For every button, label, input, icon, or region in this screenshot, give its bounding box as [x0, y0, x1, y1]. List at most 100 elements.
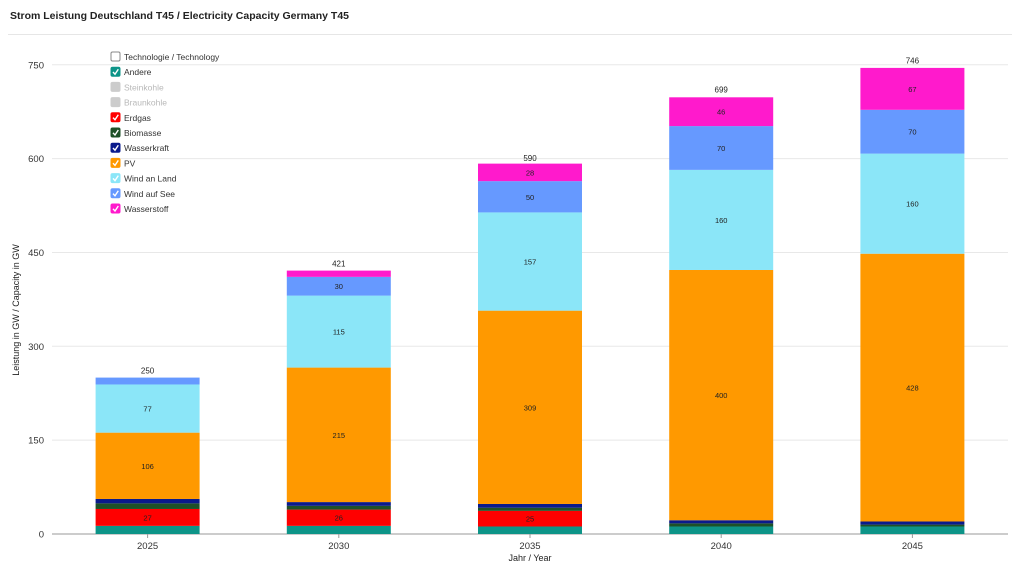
- legend-header[interactable]: Technologie / Technology: [110, 51, 220, 62]
- legend-item-biomasse[interactable]: Biomasse: [110, 127, 162, 138]
- bar-segment-andere[interactable]: [95, 525, 200, 534]
- bar-segment-biomasse[interactable]: [860, 524, 965, 527]
- y-tick-label: 450: [28, 248, 44, 259]
- bar-segment-wind-an-land[interactable]: [286, 295, 391, 368]
- bar-segment-erdgas[interactable]: [95, 508, 200, 526]
- legend-checkbox[interactable]: [110, 188, 121, 199]
- legend-label: Technologie / Technology: [124, 52, 220, 62]
- bar-segment-pv[interactable]: [669, 269, 774, 521]
- y-tick-label: 300: [28, 342, 44, 353]
- legend-checkbox[interactable]: [110, 203, 121, 214]
- bar-segment-wind-an-land[interactable]: [669, 169, 774, 270]
- legend-item-wind-auf-see[interactable]: Wind auf See: [110, 188, 175, 199]
- y-axis-title: Leistung in GW / Capacity in GW: [11, 244, 21, 376]
- bars: 27 106 77 250 26 215 115 30 421 25 309 157 50 28 590 40…: [95, 56, 965, 534]
- bar-segment-erdgas[interactable]: [478, 510, 582, 527]
- bar-segment-pv[interactable]: [95, 432, 200, 499]
- legend-checkbox[interactable]: [110, 97, 121, 108]
- bar-stack-2030: 26 215 115 30 421: [286, 260, 391, 534]
- check-icon: [112, 190, 119, 197]
- legend-checkbox[interactable]: [110, 173, 121, 184]
- bar-stack-2035: 25 309 157 50 28 590: [478, 154, 582, 534]
- legend-item-braunkohle[interactable]: Braunkohle: [110, 97, 167, 108]
- legend: Technologie / Technology Andere Steinkohle…: [110, 51, 220, 214]
- x-tick-label: 2025: [137, 541, 158, 552]
- legend-checkbox[interactable]: [110, 112, 121, 123]
- bar-segment-wind-auf-see[interactable]: [860, 109, 965, 154]
- legend-item-steinkohle[interactable]: Steinkohle: [110, 81, 164, 92]
- legend-checkbox[interactable]: [110, 81, 121, 92]
- legend-checkbox[interactable]: [110, 157, 121, 168]
- check-icon: [112, 205, 119, 213]
- title-divider: [8, 34, 1012, 35]
- bar-segment-wind-an-land[interactable]: [95, 384, 200, 433]
- legend-item-wind-an-land[interactable]: Wind an Land: [110, 173, 177, 184]
- bar-segment-wasserkraft[interactable]: [860, 521, 965, 525]
- bar-segment-biomasse[interactable]: [478, 507, 582, 511]
- segment-value-label: 50: [526, 193, 534, 202]
- bar-segment-wasserkraft[interactable]: [286, 502, 391, 506]
- bar-stack-2045: 428 160 70 67 746: [860, 56, 965, 534]
- bar-segment-andere[interactable]: [286, 525, 391, 534]
- legend-checkbox[interactable]: [110, 142, 121, 153]
- bar-segment-biomasse[interactable]: [95, 503, 200, 509]
- bar-segment-wasserkraft[interactable]: [669, 520, 774, 524]
- x-tick-label: 2045: [902, 541, 923, 552]
- segment-value-label: 309: [524, 403, 537, 412]
- bar-segment-andere[interactable]: [478, 526, 582, 534]
- legend-checkbox[interactable]: [110, 66, 121, 77]
- segment-value-label: 160: [906, 200, 919, 209]
- y-tick-label: 150: [28, 436, 44, 447]
- legend-item-erdgas[interactable]: Erdgas: [110, 112, 151, 123]
- x-tick-label: 2030: [328, 541, 349, 552]
- segment-value-label: 77: [143, 405, 151, 414]
- segment-value-label: 28: [526, 168, 534, 177]
- bar-segment-wasserkraft[interactable]: [478, 503, 582, 508]
- bar-segment-wind-auf-see[interactable]: [286, 276, 391, 296]
- x-axis-title: Jahr / Year: [508, 553, 551, 563]
- chart-title: Strom Leistung Deutschland T45 / Electri…: [10, 10, 350, 22]
- segment-value-label: 428: [906, 384, 919, 393]
- bar-segment-wind-auf-see[interactable]: [478, 181, 582, 213]
- legend-checkbox[interactable]: [110, 51, 121, 62]
- legend-item-wasserkraft[interactable]: Wasserkraft: [110, 142, 170, 153]
- bar-segment-andere[interactable]: [669, 526, 774, 534]
- y-tick-label: 600: [28, 154, 44, 165]
- legend-label: Andere: [124, 67, 152, 77]
- bar-segment-wasserstoff[interactable]: [286, 270, 391, 277]
- legend-item-andere[interactable]: Andere: [110, 66, 152, 77]
- segment-value-label: 70: [717, 144, 725, 153]
- bar-segment-wind-auf-see[interactable]: [669, 126, 774, 170]
- segment-value-label: 157: [524, 258, 537, 267]
- total-value-label: 421: [332, 260, 346, 269]
- check-icon: [112, 160, 119, 167]
- bar-segment-wind-an-land[interactable]: [860, 153, 965, 254]
- legend-label: Braunkohle: [124, 98, 167, 108]
- segment-value-label: 115: [333, 328, 345, 337]
- segment-value-label: 215: [333, 431, 346, 440]
- bar-segment-biomasse[interactable]: [286, 505, 391, 510]
- bar-segment-wind-auf-see[interactable]: [95, 377, 200, 385]
- legend-checkbox[interactable]: [110, 127, 121, 138]
- bar-segment-pv[interactable]: [478, 310, 582, 504]
- bar-segment-wind-an-land[interactable]: [478, 212, 582, 311]
- bar-segment-andere[interactable]: [860, 526, 965, 534]
- legend-label: Erdgas: [124, 113, 151, 123]
- bar-segment-erdgas[interactable]: [286, 509, 391, 526]
- bar-stack-2025: 27 106 77 250: [95, 367, 200, 534]
- bar-segment-wasserkraft[interactable]: [95, 498, 200, 504]
- bar-segment-wasserstoff[interactable]: [669, 97, 774, 127]
- bar-segment-wasserstoff[interactable]: [478, 163, 582, 182]
- segment-value-label: 26: [335, 514, 343, 523]
- bar-segment-wasserstoff[interactable]: [860, 67, 965, 110]
- x-tick-label: 2035: [519, 541, 540, 552]
- bar-segment-pv[interactable]: [860, 253, 965, 522]
- bar-segment-biomasse[interactable]: [669, 523, 774, 527]
- legend-label: Wasserstoff: [124, 204, 169, 214]
- legend-item-wasserstoff[interactable]: Wasserstoff: [110, 203, 169, 214]
- total-value-label: 699: [715, 86, 729, 95]
- legend-item-pv[interactable]: PV: [110, 157, 136, 168]
- segment-value-label: 106: [141, 462, 154, 471]
- bar-segment-pv[interactable]: [286, 367, 391, 503]
